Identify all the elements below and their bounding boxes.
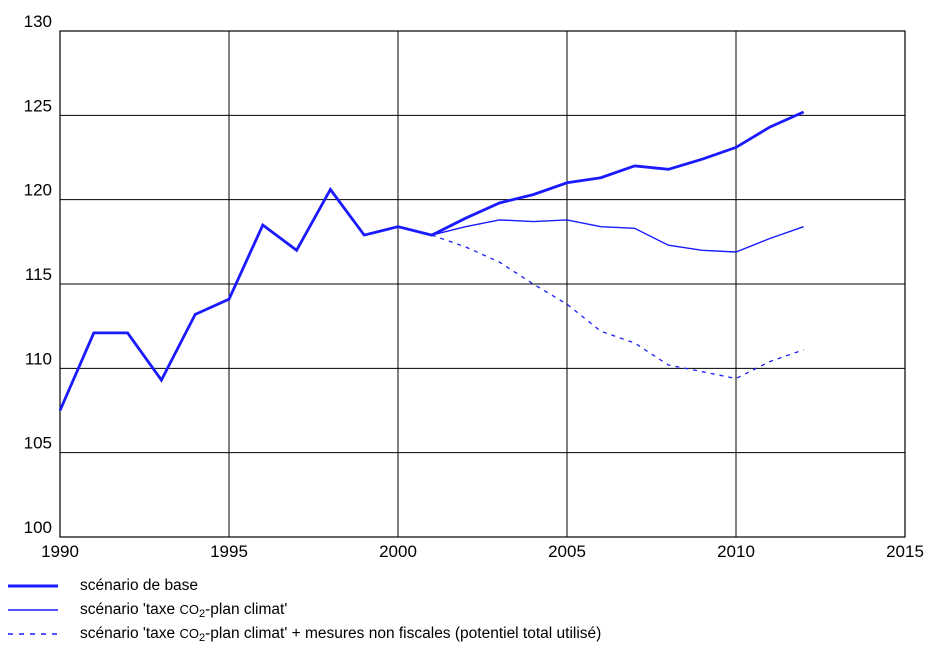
- legend-item-base: scénario de base: [8, 574, 601, 598]
- line-chart: 1990 1995 2000 2005 2010 2015 100 105 110 115 120 1…: [24, 12, 924, 561]
- legend-swatch-dashed: [8, 627, 58, 641]
- chart-grid: [59, 30, 906, 538]
- axis-tick-labels: 1990 1995 2000 2005 2010 2015 100 105 110 115 120 1…: [24, 12, 924, 561]
- y-tick-label: 115: [25, 265, 52, 284]
- y-tick-label: 110: [25, 349, 52, 368]
- chart-legend: scénario de base scénario 'taxe CO2-plan…: [8, 574, 601, 646]
- x-tick-label: 2000: [379, 542, 417, 561]
- series-line-2: [431, 234, 804, 380]
- legend-label-tax: scénario 'taxe CO2-plan climat': [80, 601, 288, 620]
- legend-label-tax-plus-measures: scénario 'taxe CO2-plan climat' + mesure…: [80, 625, 602, 644]
- series-layer: [58, 110, 805, 412]
- x-tick-label: 2015: [886, 542, 924, 561]
- y-tick-label: 105: [24, 434, 52, 453]
- legend-label-base: scénario de base: [80, 577, 199, 594]
- x-tick-label: 1990: [41, 542, 79, 561]
- x-tick-label: 1995: [210, 542, 248, 561]
- x-tick-label: 2010: [717, 542, 755, 561]
- x-tick-label: 2005: [548, 542, 586, 561]
- y-tick-label: 100: [24, 518, 52, 537]
- y-tick-label: 125: [24, 96, 52, 115]
- legend-swatch-thick-solid: [8, 579, 58, 593]
- y-tick-label: 120: [24, 181, 52, 200]
- legend-item-tax: scénario 'taxe CO2-plan climat': [8, 598, 601, 622]
- legend-item-tax-plus-measures: scénario 'taxe CO2-plan climat' + mesure…: [8, 622, 601, 646]
- legend-swatch-thin-solid: [8, 603, 58, 617]
- series-line-1: [431, 219, 804, 253]
- series-line-0: [58, 110, 805, 412]
- y-tick-label: 130: [24, 12, 52, 31]
